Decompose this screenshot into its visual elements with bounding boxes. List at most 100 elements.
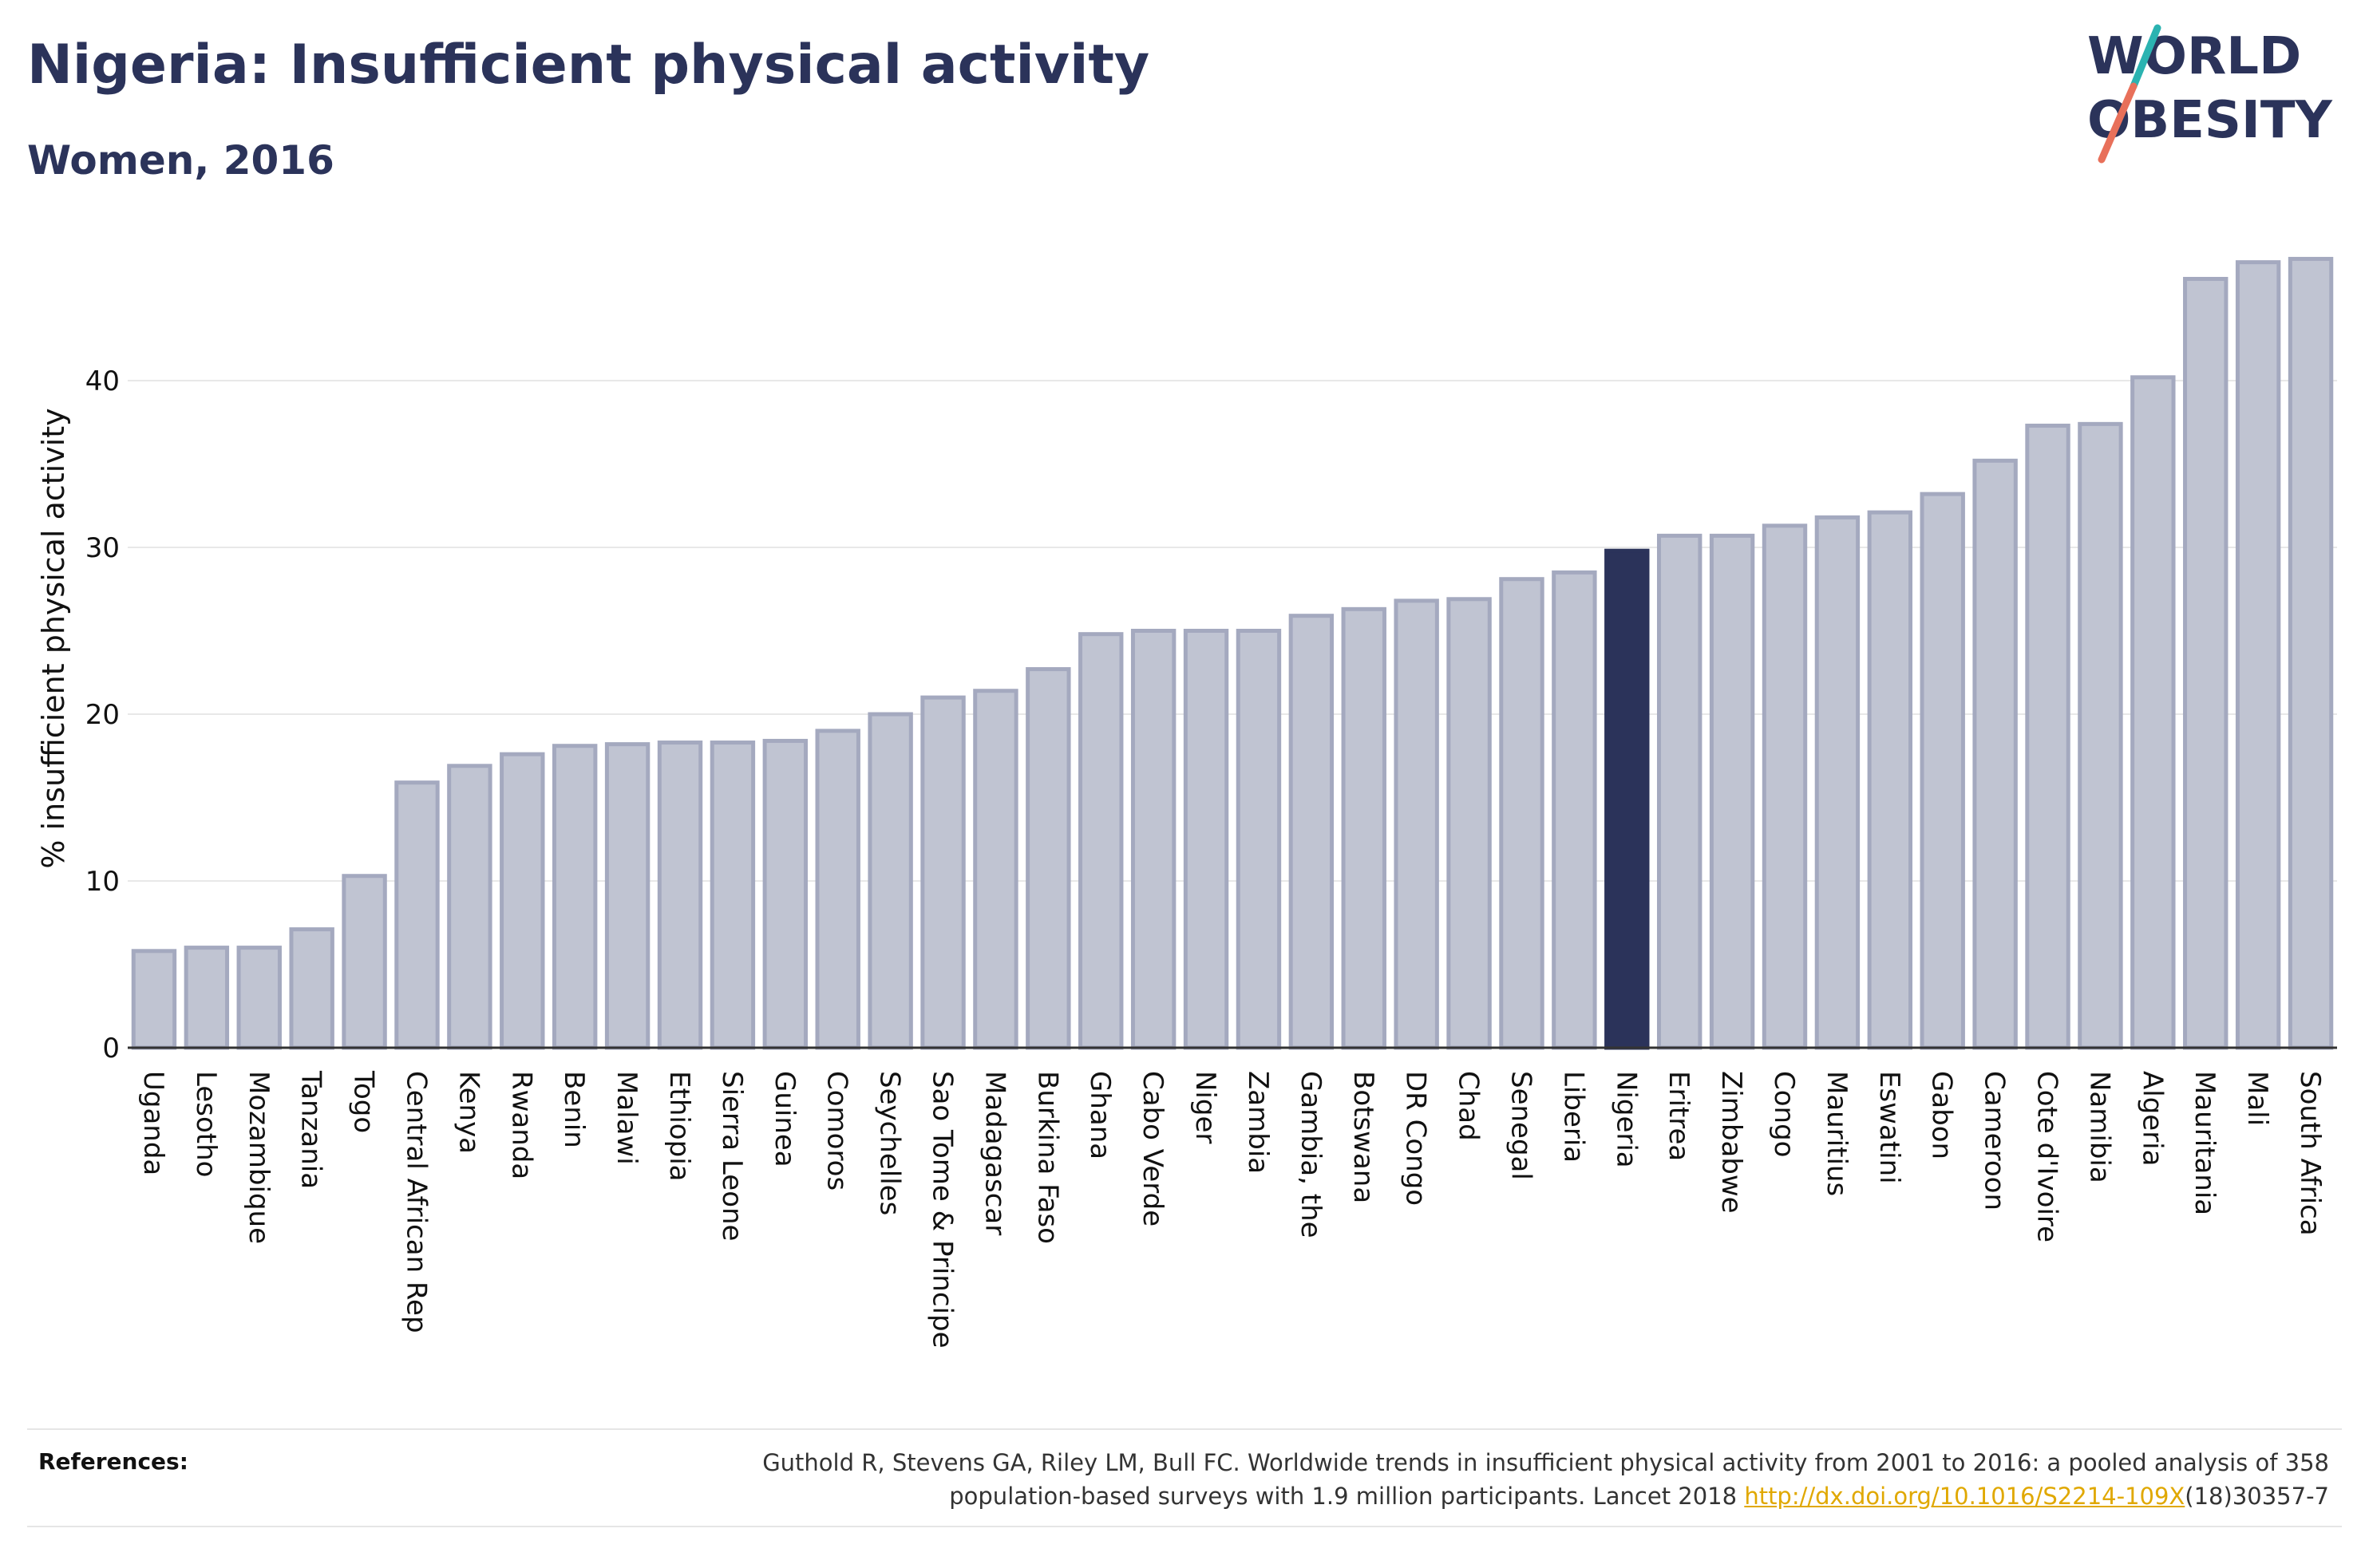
x-tick-label: Liberia [1557, 1071, 1589, 1163]
x-tick-label: Algeria [2136, 1071, 2168, 1166]
y-tick-label: 20 [85, 699, 120, 731]
divider-bottom [27, 1526, 2342, 1527]
chart-subtitle: Women, 2016 [27, 137, 334, 184]
grid-lines [128, 380, 2337, 882]
bar-zambia [1236, 629, 1282, 1050]
bar-mauritius [1814, 515, 1861, 1050]
bar-niger [1183, 629, 1229, 1050]
x-tick-label: Rwanda [505, 1071, 537, 1179]
axes: 0 10 20 30 40 Uganda Lesotho Mozambique Tanzania… [85, 365, 2337, 1349]
bar-madagascar [973, 689, 1018, 1050]
bar-sierra-leone [710, 741, 756, 1050]
bar-zimbabwe [1709, 533, 1755, 1050]
reference-doi-link[interactable]: http://dx.doi.org/10.1016/S2214-109X [1744, 1483, 2185, 1510]
x-tick-label: Comoros [821, 1071, 853, 1191]
x-tick-label: South Africa [2294, 1071, 2326, 1236]
x-tick-label: Ethiopia [663, 1071, 695, 1181]
x-tick-label: Botswana [1347, 1071, 1379, 1203]
y-tick-label: 30 [85, 532, 120, 564]
x-tick-label: Lesotho [190, 1071, 222, 1177]
bar-south-africa [2288, 256, 2334, 1050]
bar-central-african-rep [394, 780, 440, 1050]
x-tick-label: Namibia [2083, 1071, 2115, 1183]
x-tick-label: Mali [2241, 1071, 2273, 1126]
logo-line1: WORLD [2087, 27, 2301, 86]
bar-nigeria [1604, 548, 1650, 1050]
x-tick-label: Mozambique [243, 1071, 275, 1244]
x-tick-label: Tanzania [295, 1070, 327, 1189]
reference-line2: population-based surveys with 1.9 millio… [949, 1483, 1745, 1510]
bar-cameroon [1972, 458, 2018, 1050]
x-tick-label: Cote d'Ivoire [2031, 1071, 2063, 1242]
logo-slash-bottom [2098, 82, 2138, 164]
x-tick-label: Zimbabwe [1715, 1071, 1747, 1214]
x-tick-label: Sierra Leone [716, 1071, 748, 1241]
logo-slash-top [2130, 24, 2161, 90]
x-tick-label: Eswatini [1873, 1071, 1905, 1184]
bar-botswana [1341, 606, 1386, 1050]
bar-kenya [447, 764, 492, 1050]
bar-senegal [1499, 577, 1544, 1050]
bar-malawi [604, 742, 651, 1050]
x-tick-label: DR Congo [1400, 1071, 1432, 1206]
bar-mali [2235, 260, 2281, 1050]
bar-mozambique [236, 946, 282, 1050]
bar-liberia [1552, 570, 1597, 1050]
bar-gabon [1920, 492, 1965, 1050]
bar-ethiopia [657, 741, 703, 1050]
bar-dr-congo [1394, 598, 1439, 1050]
bar-benin [552, 744, 598, 1050]
bars [131, 256, 2334, 1050]
x-tick-label: Kenya [453, 1071, 484, 1154]
reference-line2-end: (18)30357-7 [2185, 1483, 2329, 1510]
x-tick-label: Ghana [1084, 1071, 1116, 1159]
x-tick-label: Niger [1189, 1071, 1221, 1143]
chart-title: Nigeria: Insufficient physical activity [27, 34, 1150, 97]
x-tick-label: Gambia, the [1295, 1071, 1327, 1238]
bar-ghana [1078, 632, 1124, 1050]
bar-burkina-faso [1026, 667, 1071, 1050]
bar-seychelles [868, 712, 913, 1050]
x-tick-label: Eritrea [1663, 1071, 1695, 1161]
x-tick-label: Zambia [1242, 1071, 1274, 1174]
x-tick-label: Malawi [611, 1071, 643, 1165]
x-tick-label: Uganda [137, 1071, 169, 1175]
x-tick-label: Chad [1453, 1071, 1485, 1141]
x-tick-label: Guinea [769, 1071, 801, 1167]
x-tick-label: Benin [558, 1071, 590, 1148]
references-text: Guthold R, Stevens GA, Riley LM, Bull FC… [493, 1446, 2329, 1513]
y-tick-label: 40 [85, 365, 120, 397]
bar-chad [1446, 597, 1492, 1050]
bar-gambia-the [1288, 614, 1335, 1050]
y-tick-label: 10 [85, 866, 120, 898]
bar-lesotho [184, 946, 230, 1050]
references-label: References: [38, 1448, 188, 1475]
world-obesity-logo: WORLD OBESITY [2087, 24, 2332, 164]
x-tick-label: Gabon [1926, 1071, 1958, 1159]
x-tick-label: Madagascar [979, 1071, 1010, 1235]
bar-cote-d-ivoire [2025, 423, 2070, 1050]
bar-namibia [2078, 421, 2123, 1050]
bar-uganda [131, 949, 177, 1050]
bar-rwanda [500, 752, 545, 1050]
bar-eritrea [1656, 533, 1703, 1050]
bar-eswatini [1867, 510, 1913, 1050]
x-tick-label: Sao Tome & Principe [927, 1071, 959, 1349]
x-tick-label: Mauritania [2189, 1071, 2221, 1215]
x-tick-label: Cabo Verde [1137, 1071, 1169, 1226]
x-tick-label: Mauritius [1821, 1071, 1853, 1196]
x-tick-label: Central African Rep [400, 1071, 432, 1333]
bar-sao-tome-principe [920, 695, 966, 1050]
reference-line1: Guthold R, Stevens GA, Riley LM, Bull FC… [762, 1449, 2329, 1476]
x-tick-label: Senegal [1505, 1071, 1536, 1180]
bar-tanzania [289, 927, 334, 1050]
bar-mauritania [2183, 277, 2229, 1050]
y-axis-label: % insufficient physical activity [36, 408, 71, 868]
bar-togo [342, 874, 387, 1050]
bar-comoros [815, 729, 860, 1050]
x-tick-label: Congo [1768, 1071, 1800, 1157]
x-tick-label: Nigeria [1610, 1071, 1642, 1168]
bar-algeria [2130, 375, 2176, 1050]
x-tick-label: Togo [348, 1070, 380, 1133]
